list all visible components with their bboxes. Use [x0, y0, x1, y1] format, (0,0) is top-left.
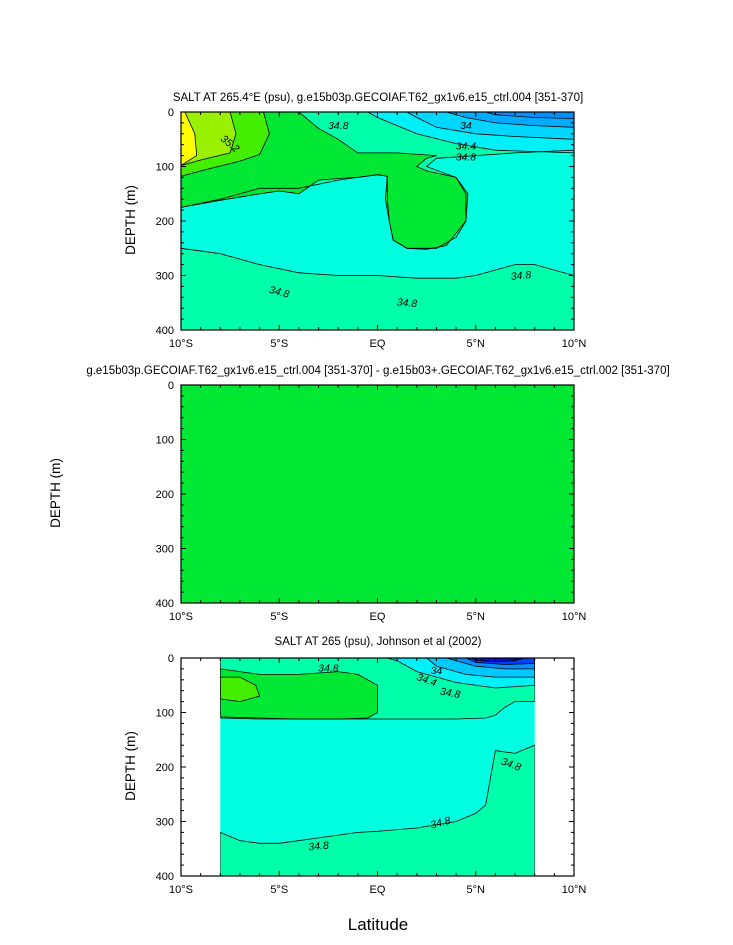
panel-1-contour-label: 34.4 — [456, 140, 477, 152]
panel-3-title: SALT AT 265 (psu), Johnson et al (2002) — [275, 636, 482, 648]
panel-3-y-tick-label: 400 — [156, 871, 174, 883]
panel-3-x-tick-label: EQ — [370, 884, 386, 896]
panel-3-x-tick-label: 5°N — [467, 884, 486, 896]
panel-3-contour-line-34-8-1 — [220, 744, 535, 876]
panel-3-y-axis-label: DEPTH (m) — [123, 731, 138, 801]
panel-1-y-tick-label: 0 — [168, 107, 174, 119]
panel-1-contour-label: 34.8 — [396, 296, 418, 310]
panel-1-title: SALT AT 265.4°E (psu), g.e15b03p.GECOIAF… — [173, 92, 583, 104]
panel-2-x-tick-label: 10°S — [169, 611, 193, 623]
panel-1-contour-label: 34.8 — [328, 120, 349, 132]
panel-2-plot: 10°S 5°S EQ 5°N 10°N 0 100 200 300 400 — [156, 380, 587, 623]
panel-3-y-tick-label: 300 — [156, 817, 174, 829]
panel-2-y-tick-label: 200 — [156, 489, 174, 501]
panel-2-x-tick-label: 10°N — [562, 611, 587, 623]
panel-1-y-axis-label: DEPTH (m) — [123, 185, 138, 255]
panel-2-y-axis-label: DEPTH (m) — [48, 458, 63, 528]
panel-1-x-tick-label: 10°S — [169, 338, 193, 350]
panel-1-contour-label: 34.8 — [456, 152, 477, 164]
panel-3-y-tick-label: 100 — [156, 708, 174, 720]
panel-3-y-tick-label: 200 — [156, 762, 174, 774]
panel-3-x-tick-label: 10°S — [169, 884, 193, 896]
panel-3-contour-line-35-2 — [220, 676, 261, 703]
panel-3-contour-line-34-4 — [425, 658, 535, 678]
panel-1-y-tick-label: 400 — [156, 325, 174, 337]
panel-1-x-tick-label: 5°N — [467, 338, 486, 350]
panel-3-contour-line-35 — [220, 663, 378, 720]
panel-3-contour-label: 34 — [431, 665, 443, 677]
panel-2-background-field — [181, 385, 574, 603]
panel-1-x-tick-label: 10°N — [562, 338, 587, 350]
panel-1-contour-line-34 — [485, 112, 574, 119]
panel-1-contour-line-34-6 — [366, 112, 574, 154]
panel-2-y-tick-label: 100 — [156, 435, 174, 447]
panel-2-y-tick-label: 300 — [156, 544, 174, 556]
panel-3-contour-line-34 — [465, 658, 535, 665]
panel-1-y-tick-label: 200 — [156, 216, 174, 228]
panel-3-contour-line-33-8 — [471, 658, 526, 663]
panel-3-x-tick-label: 10°N — [562, 884, 587, 896]
panel-1-contour-line-35-4 — [181, 112, 237, 166]
panel-1-x-tick-label: 5°S — [270, 338, 288, 350]
panel-1-region-35-6 — [181, 112, 197, 166]
panel-1-x-tick-label: EQ — [370, 338, 386, 350]
panel-1-contour-line-34-2 — [446, 112, 574, 128]
panel-3-contour-label: 34.8 — [429, 815, 452, 832]
panel-3-y-tick-label: 0 — [168, 653, 174, 665]
panel-2-x-tick-label: 5°S — [270, 611, 288, 623]
panel-1-contour-line-34-4 — [406, 112, 574, 140]
panel-2-y-tick-label: 400 — [156, 598, 174, 610]
panel-1-contour-label: 34.8 — [268, 284, 291, 301]
panel-2-y-tick-label: 0 — [168, 380, 174, 392]
panel-3-contour-line-34-2 — [446, 658, 535, 670]
x-axis-label: Latitude — [348, 915, 409, 934]
panel-1-contour-line-35-6 — [181, 112, 198, 166]
panel-1-contour-line-35 — [181, 112, 469, 250]
panel-1-contour-line-34-8-1 — [181, 247, 574, 330]
panel-2-x-tick-label: EQ — [370, 611, 386, 623]
panel-3-region-35-2 — [220, 677, 260, 702]
panel-1-contour-line-35-2 — [181, 112, 270, 177]
panel-3-x-tick-label: 5°S — [270, 884, 288, 896]
panel-1-contour-label: 34 — [460, 120, 472, 132]
panel-3-contour-label: 34.8 — [308, 840, 330, 854]
panel-2-title: g.e15b03p.GECOIAF.T62_gx1v6.e15_ctrl.004… — [86, 365, 669, 377]
panel-1-contour-label: 34.8 — [510, 269, 532, 283]
panel-3-contour-label: 34.8 — [318, 662, 339, 674]
panel-1-y-tick-label: 300 — [156, 271, 174, 283]
panel-1-y-tick-label: 100 — [156, 162, 174, 174]
panel-3-region-34-8-lower — [220, 745, 535, 876]
panel-3-region-35 — [220, 663, 378, 719]
panel-1-contour-line-34-8-0 — [181, 112, 574, 249]
panel-3-contour-label: 34.8 — [439, 686, 461, 701]
panel-2-x-tick-label: 5°N — [467, 611, 486, 623]
panel-1-region-34 — [485, 112, 574, 119]
